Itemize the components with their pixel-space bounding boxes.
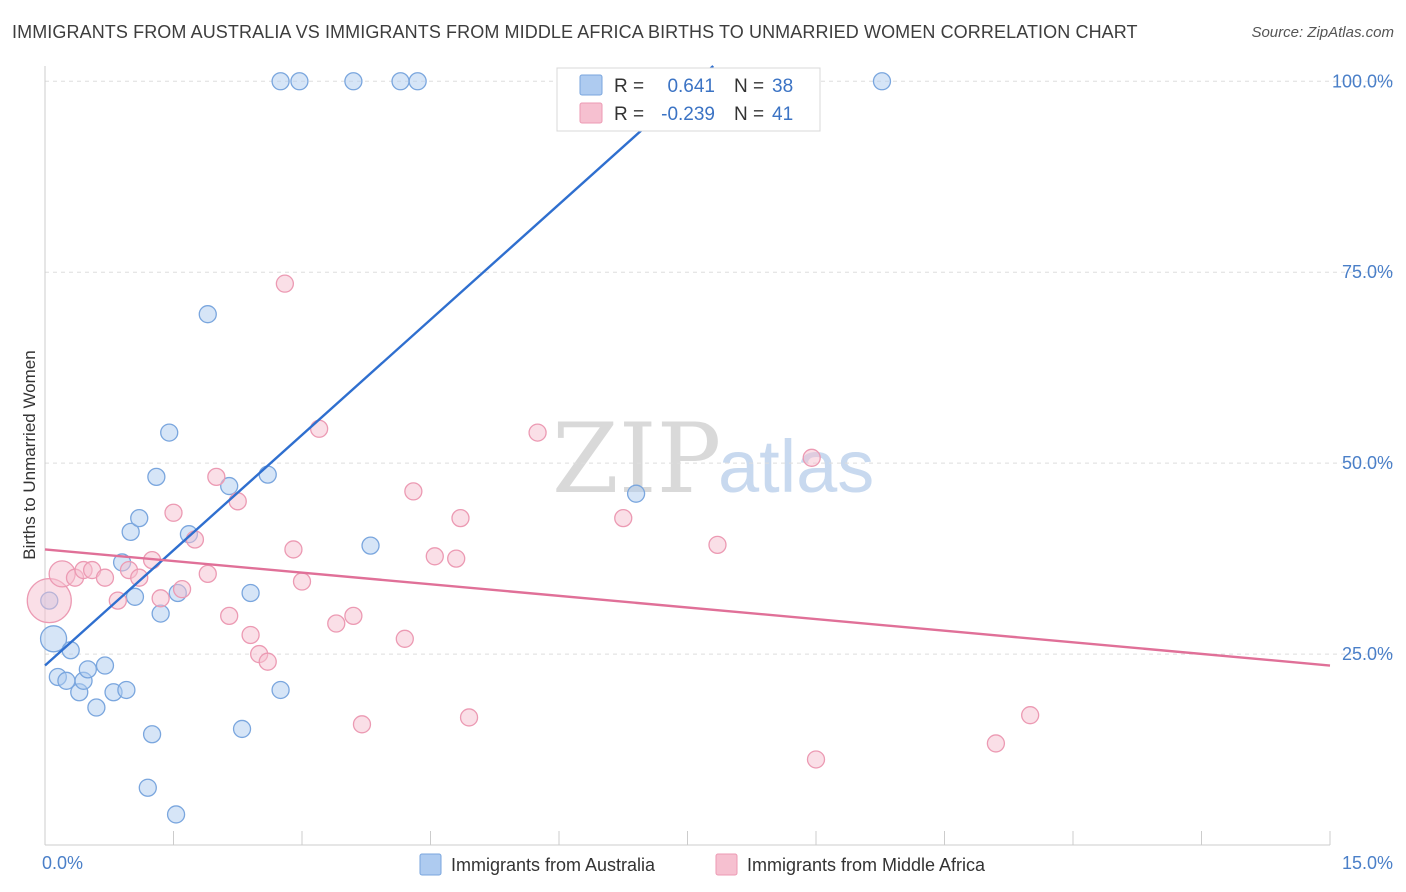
point-middle-africa — [528, 423, 547, 442]
point-australia — [166, 805, 186, 824]
point-middle-africa — [425, 547, 444, 566]
legend-swatch-middle-africa — [715, 853, 738, 876]
point-australia — [872, 72, 892, 91]
point-middle-africa — [220, 606, 239, 626]
x-tick-label: 0.0% — [42, 853, 83, 873]
legend-swatch-australia — [419, 853, 442, 876]
data-points — [26, 72, 1040, 824]
point-australia — [125, 587, 145, 606]
stats-n-value-2: 41 — [772, 104, 793, 125]
point-middle-africa — [275, 274, 295, 293]
point-middle-africa — [258, 652, 277, 671]
point-australia — [220, 476, 239, 496]
stats-n-label-2: N = — [734, 104, 764, 125]
stats-r-label-1: R = — [614, 76, 644, 97]
y-tick-labels: 25.0% 50.0% 75.0% 100.0% — [1332, 71, 1393, 664]
trend-line-australia — [44, 65, 715, 667]
trend-lines — [44, 65, 1331, 667]
point-middle-africa — [309, 419, 329, 438]
legend-label-middle-africa: Immigrants from Middle Africa — [747, 855, 986, 875]
point-middle-africa — [151, 589, 170, 608]
point-middle-africa — [395, 629, 414, 648]
point-middle-africa — [447, 549, 466, 568]
y-tick-label: 50.0% — [1342, 453, 1393, 473]
stats-r-label-2: R = — [614, 104, 644, 125]
point-middle-africa — [95, 568, 115, 587]
point-australia — [361, 536, 380, 555]
point-middle-africa — [806, 750, 826, 769]
point-middle-africa — [614, 508, 633, 528]
point-australia — [121, 522, 140, 542]
point-middle-africa — [802, 448, 821, 467]
point-australia — [391, 72, 410, 91]
point-australia — [95, 656, 115, 675]
stats-r-value-1: 0.641 — [667, 76, 715, 97]
point-middle-africa — [164, 503, 183, 522]
y-tick-label: 100.0% — [1332, 71, 1393, 91]
x-tick-label: 15.0% — [1342, 853, 1393, 873]
stats-swatch-blue — [579, 74, 603, 96]
point-middle-africa — [207, 467, 226, 487]
stats-n-label-1: N = — [734, 76, 764, 97]
stats-r-value-2: -0.239 — [661, 104, 715, 125]
point-australia — [142, 725, 162, 744]
point-middle-africa — [327, 614, 346, 633]
point-middle-africa — [344, 606, 363, 626]
point-australia — [290, 72, 309, 91]
point-australia — [408, 72, 427, 91]
point-australia — [78, 660, 97, 679]
point-australia — [87, 698, 106, 717]
point-australia — [258, 465, 277, 484]
point-australia — [344, 72, 363, 91]
point-australia — [241, 583, 260, 603]
stats-n-value-1: 38 — [772, 76, 793, 97]
point-middle-africa — [404, 482, 423, 501]
x-tick-labels: 0.0% 15.0% — [42, 853, 1393, 873]
point-middle-africa — [1021, 706, 1040, 725]
point-australia — [61, 641, 80, 660]
point-australia — [147, 467, 166, 487]
point-australia — [626, 484, 646, 503]
point-middle-africa — [284, 540, 303, 559]
point-middle-africa — [241, 625, 260, 645]
point-middle-africa — [352, 715, 372, 734]
point-australia — [271, 72, 290, 91]
point-australia — [198, 305, 217, 324]
axes — [44, 66, 1331, 846]
point-middle-africa — [986, 734, 1006, 753]
point-middle-africa — [26, 577, 72, 624]
stats-swatch-pink — [579, 102, 603, 124]
point-middle-africa — [228, 492, 247, 511]
point-middle-africa — [459, 708, 479, 727]
point-australia — [160, 423, 179, 442]
stats-legend-box: R = 0.641 N = 38 R = -0.239 N = 41 — [556, 67, 821, 132]
point-middle-africa — [130, 568, 149, 587]
point-middle-africa — [198, 564, 217, 584]
point-australia — [39, 625, 68, 653]
watermark-atlas: atlas — [718, 425, 874, 508]
y-tick-label: 25.0% — [1342, 644, 1393, 664]
y-tick-label: 75.0% — [1342, 262, 1393, 282]
point-australia — [117, 680, 136, 700]
point-australia — [271, 680, 290, 700]
point-australia — [151, 604, 170, 623]
chart-title: IMMIGRANTS FROM AUSTRALIA VS IMMIGRANTS … — [12, 22, 1138, 42]
watermark: ZIP atlas — [552, 403, 874, 515]
point-middle-africa — [292, 572, 312, 591]
point-australia — [232, 719, 252, 739]
point-middle-africa — [172, 580, 192, 599]
point-middle-africa — [185, 530, 205, 549]
bottom-legend: Immigrants from Australia Immigrants fro… — [419, 853, 986, 876]
point-middle-africa — [451, 508, 470, 528]
point-australia — [130, 508, 149, 528]
point-middle-africa — [708, 535, 727, 555]
trend-line-middle-africa — [44, 548, 1331, 667]
point-australia — [138, 778, 157, 797]
source-note: Source: ZipAtlas.com — [1251, 24, 1394, 41]
legend-label-australia: Immigrants from Australia — [451, 855, 656, 875]
